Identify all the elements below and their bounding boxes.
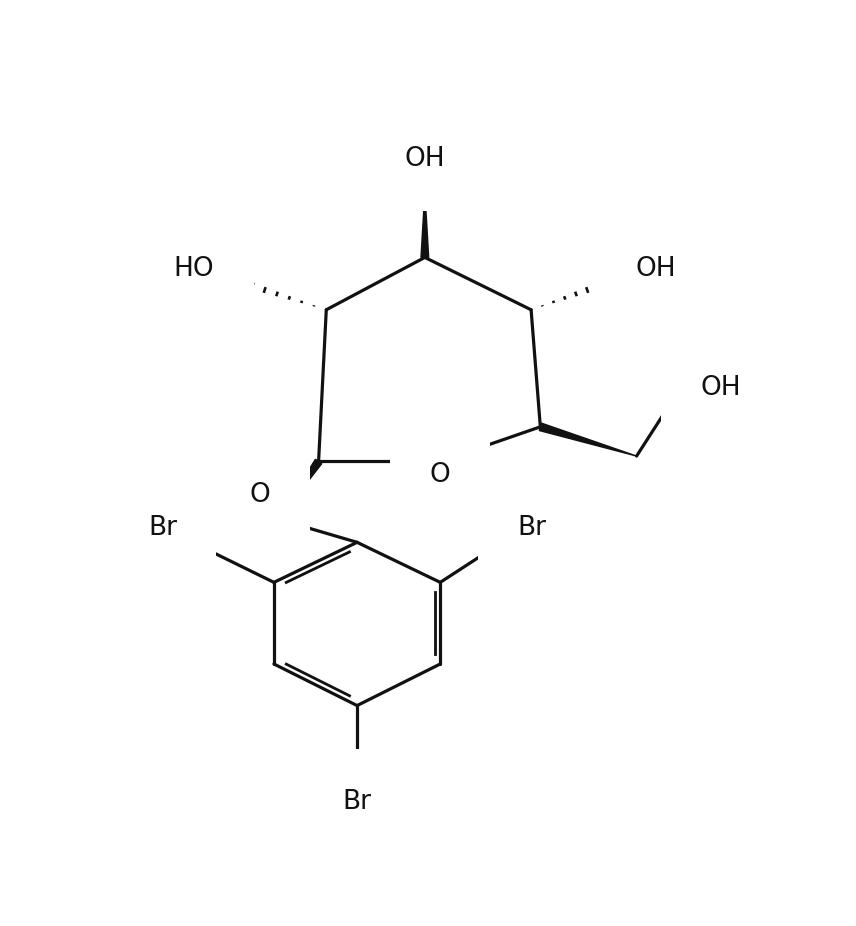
Text: O: O bbox=[250, 482, 270, 507]
Text: OH: OH bbox=[635, 256, 676, 282]
Polygon shape bbox=[278, 459, 322, 519]
Text: Br: Br bbox=[517, 516, 546, 542]
Polygon shape bbox=[539, 423, 637, 457]
Text: HO: HO bbox=[174, 256, 214, 282]
Text: OH: OH bbox=[700, 375, 741, 401]
Polygon shape bbox=[421, 192, 429, 257]
Text: OH: OH bbox=[405, 146, 445, 172]
Text: Br: Br bbox=[148, 516, 177, 542]
Text: O: O bbox=[430, 461, 450, 488]
Text: Br: Br bbox=[342, 789, 372, 815]
